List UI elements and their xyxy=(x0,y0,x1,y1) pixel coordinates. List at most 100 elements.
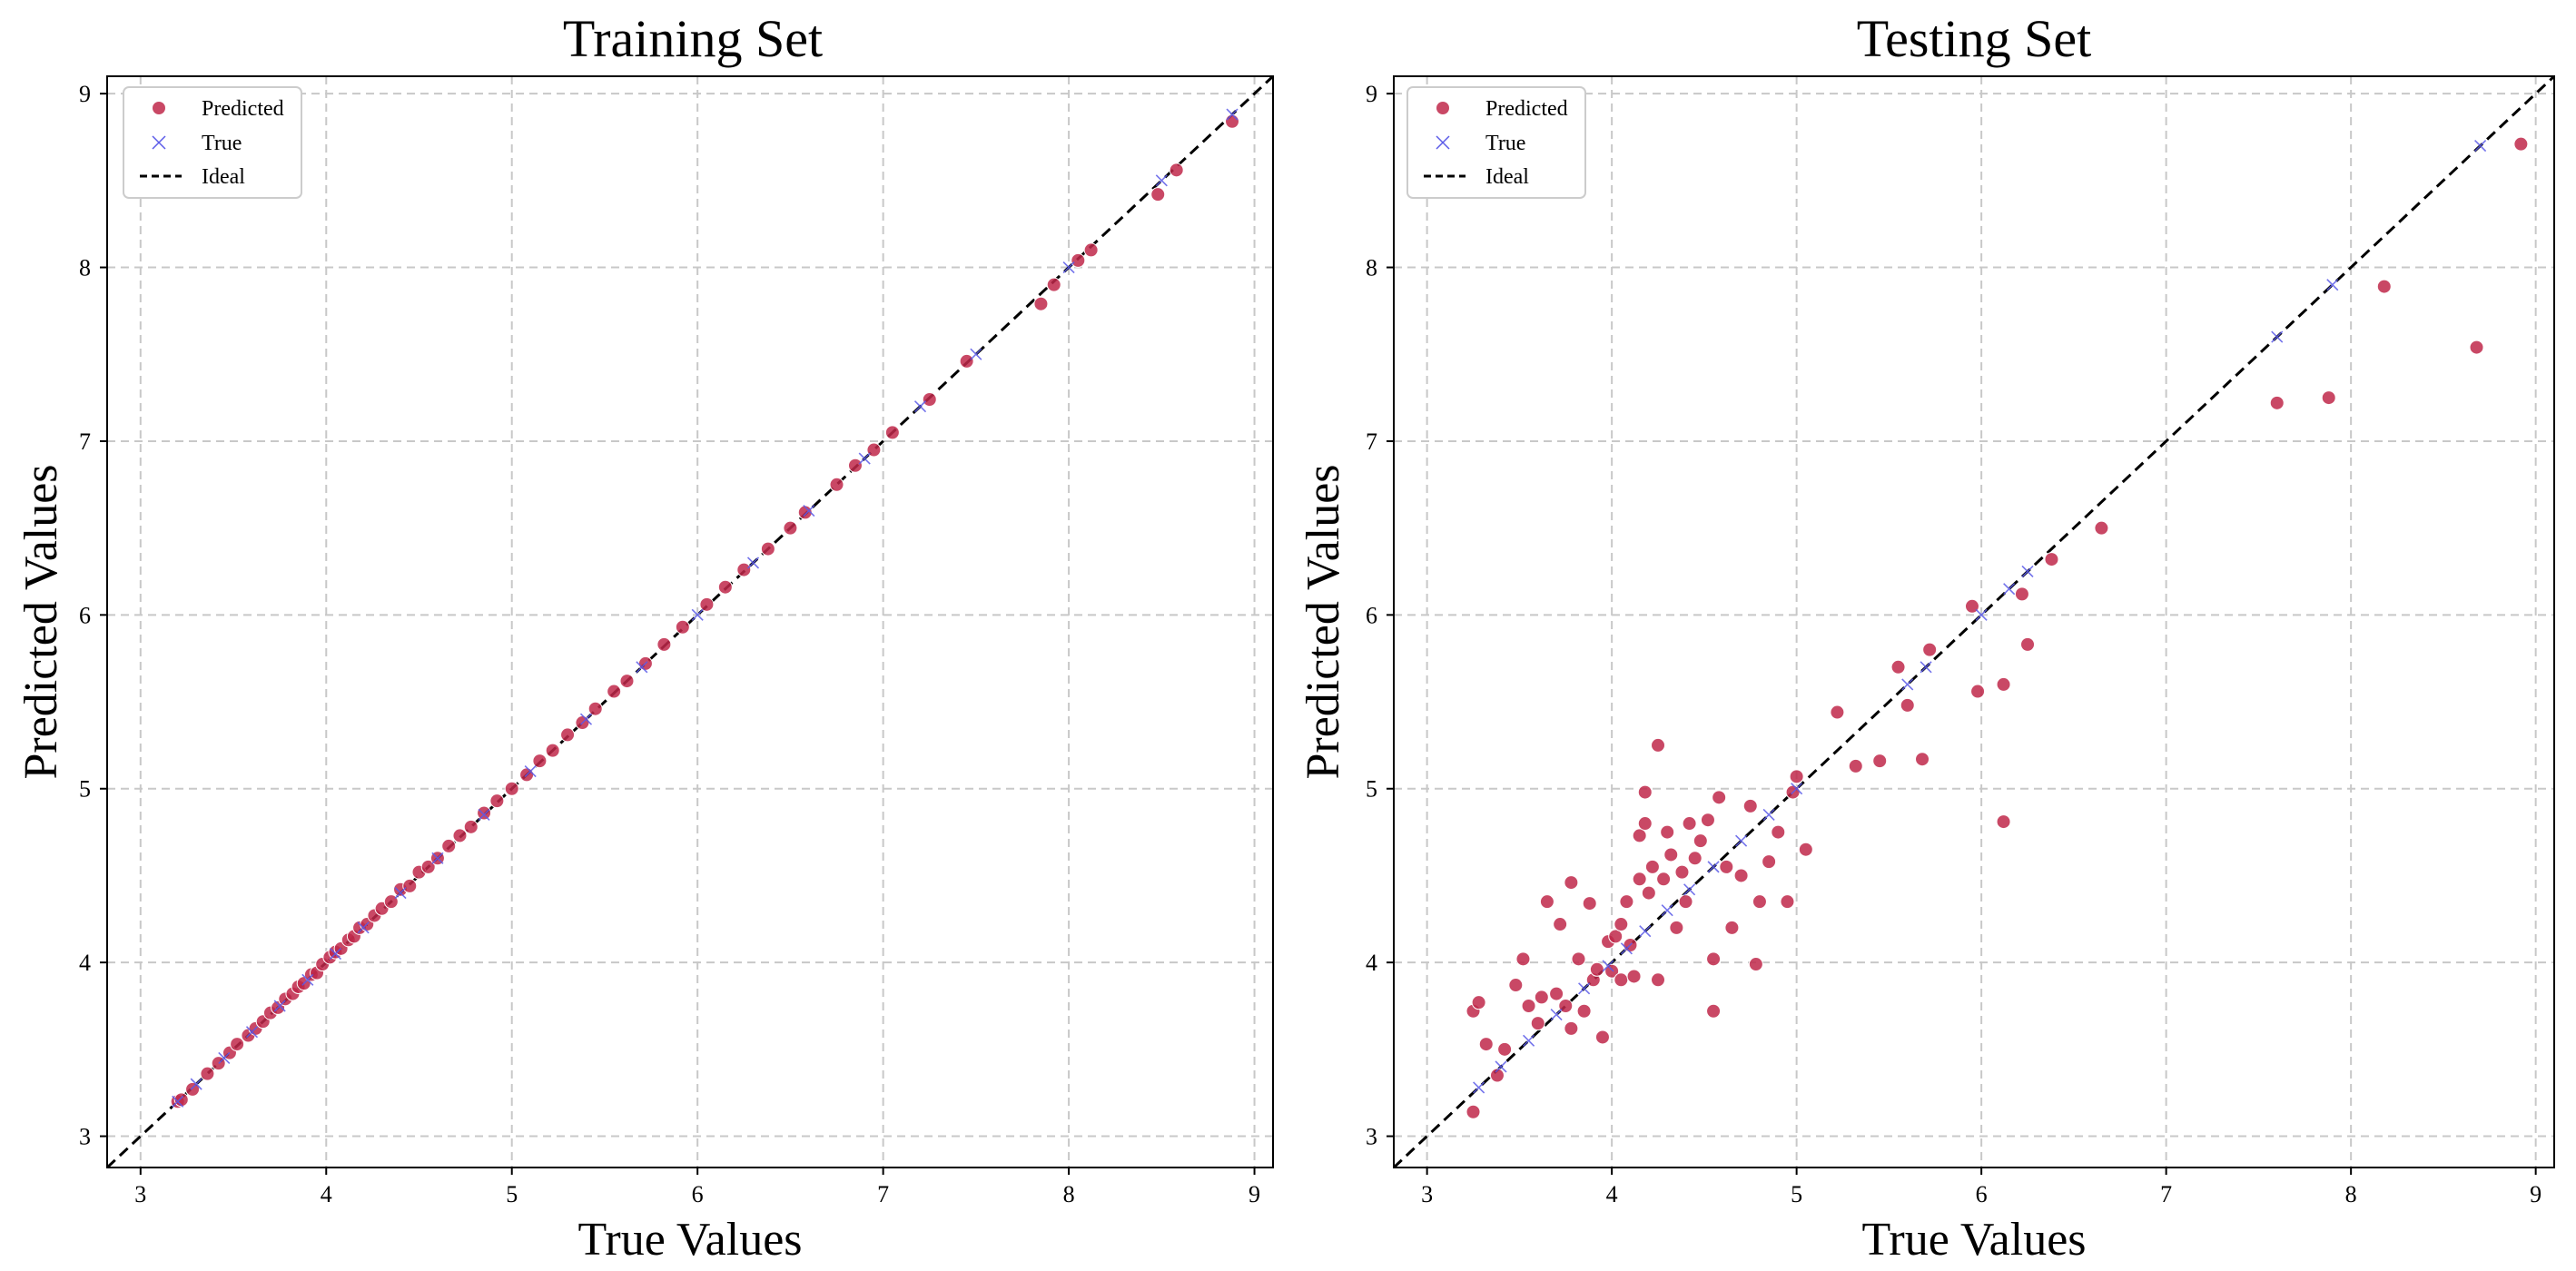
true-point xyxy=(746,557,760,569)
predicted-point xyxy=(866,442,882,458)
true-point xyxy=(1602,960,1614,972)
training-legend: Predicted True Ideal xyxy=(123,86,302,199)
predicted-point xyxy=(1996,676,2011,692)
predicted-point xyxy=(383,894,399,910)
predicted-point xyxy=(1539,894,1554,910)
predicted-point xyxy=(1515,951,1531,967)
training-ticks: 3 4 5 6 7 8 9 3 4 5 6 7 8 9 xyxy=(79,81,1260,1207)
predicted-point xyxy=(736,562,752,577)
predicted-point xyxy=(1830,704,1845,720)
predicted-point xyxy=(656,636,672,652)
true-point xyxy=(1901,678,1914,691)
training-set-title: Training Set xyxy=(563,9,823,68)
x-tick-label: 3 xyxy=(134,1181,146,1207)
true-point xyxy=(1062,261,1075,274)
predicted-point xyxy=(1700,813,1715,828)
legend-predicted-marker xyxy=(153,102,165,114)
true-point xyxy=(1155,174,1168,187)
predicted-point xyxy=(1733,868,1749,883)
true-point xyxy=(636,661,648,674)
true-point xyxy=(1620,942,1633,955)
true-point xyxy=(1473,1081,1485,1094)
predicted-point xyxy=(1964,598,1979,614)
true-point xyxy=(1661,904,1673,917)
predicted-point xyxy=(1589,961,1604,977)
true-point xyxy=(1226,108,1239,121)
predicted-point xyxy=(1632,828,1647,843)
training-plot-frame xyxy=(106,75,1274,1168)
y-tick-label: 4 xyxy=(1366,950,1377,976)
legend-frame xyxy=(1406,86,1586,199)
true-point xyxy=(691,608,704,621)
true-point xyxy=(2003,583,2016,596)
x-tick-label: 6 xyxy=(692,1181,704,1207)
legend-frame xyxy=(123,86,302,199)
predicted-point xyxy=(1071,252,1086,268)
true-point xyxy=(1762,808,1775,822)
predicted-point xyxy=(2269,395,2285,410)
predicted-point xyxy=(1641,885,1656,901)
predicted-point xyxy=(1748,957,1763,972)
testing-y-axis-label: Predicted Values xyxy=(1298,464,1349,779)
true-point xyxy=(1975,608,1988,621)
predicted-point xyxy=(1549,986,1564,1001)
predicted-point xyxy=(783,520,798,536)
true-point xyxy=(273,1000,286,1012)
predicted-point xyxy=(829,477,844,492)
true-point xyxy=(218,1051,231,1064)
predicted-point xyxy=(884,425,900,440)
predicted-point xyxy=(675,619,690,635)
predicted-point xyxy=(1706,1003,1722,1019)
predicted-point xyxy=(1656,872,1672,887)
predicted-point xyxy=(230,1037,245,1052)
true-point xyxy=(970,348,982,360)
predicted-point xyxy=(1604,963,1620,979)
legend-predicted-label: Predicted xyxy=(1485,97,1568,121)
predicted-point xyxy=(607,684,622,699)
predicted-point xyxy=(1225,113,1240,129)
predicted-point xyxy=(922,392,937,408)
x-tick-label: 8 xyxy=(1063,1181,1075,1207)
predicted-point xyxy=(1619,894,1634,910)
training-y-axis-label: Predicted Values xyxy=(15,464,67,779)
legend-predicted-label: Predicted xyxy=(202,97,284,121)
testing-set-panel: Testing Set 3 4 5 6 7 8 9 3 4 5 6 7 8 9 True Values P… xyxy=(1298,9,2556,1266)
true-point xyxy=(190,1078,202,1090)
predicted-point xyxy=(1046,277,1061,292)
predicted-point xyxy=(1687,851,1703,866)
x-tick-label: 5 xyxy=(1791,1181,1802,1207)
predicted-point xyxy=(1890,659,1906,675)
x-tick-label: 7 xyxy=(877,1181,889,1207)
true-point xyxy=(1707,861,1720,873)
predicted-point xyxy=(185,1081,201,1097)
y-tick-label: 6 xyxy=(1366,602,1377,628)
predicted-point xyxy=(1674,864,1690,880)
predicted-point xyxy=(1508,978,1524,993)
predicted-point xyxy=(545,743,560,758)
predicted-point xyxy=(847,458,863,473)
predicted-point xyxy=(1651,972,1666,988)
testing-predicted-points xyxy=(1466,136,2529,1119)
true-point xyxy=(478,808,490,822)
predicted-point xyxy=(1553,917,1568,932)
predicted-point xyxy=(489,793,505,809)
predicted-point xyxy=(1521,998,1536,1013)
predicted-point xyxy=(1582,896,1597,911)
predicted-point xyxy=(1614,972,1629,988)
true-point xyxy=(1639,925,1652,938)
predicted-point xyxy=(1576,1003,1592,1019)
predicted-point xyxy=(1872,754,1888,769)
y-tick-label: 5 xyxy=(79,776,91,803)
true-point xyxy=(2326,279,2339,291)
predicted-point xyxy=(1637,784,1653,800)
true-point xyxy=(2474,139,2487,153)
y-tick-label: 9 xyxy=(1366,81,1377,107)
x-tick-label: 8 xyxy=(2345,1181,2357,1207)
predicted-point xyxy=(1719,859,1734,874)
predicted-point xyxy=(1632,872,1647,887)
predicted-point xyxy=(477,805,492,821)
predicted-point xyxy=(441,838,457,853)
training-grid xyxy=(107,76,1273,1168)
legend-ideal-label: Ideal xyxy=(1485,165,1529,189)
predicted-point xyxy=(1637,816,1653,832)
